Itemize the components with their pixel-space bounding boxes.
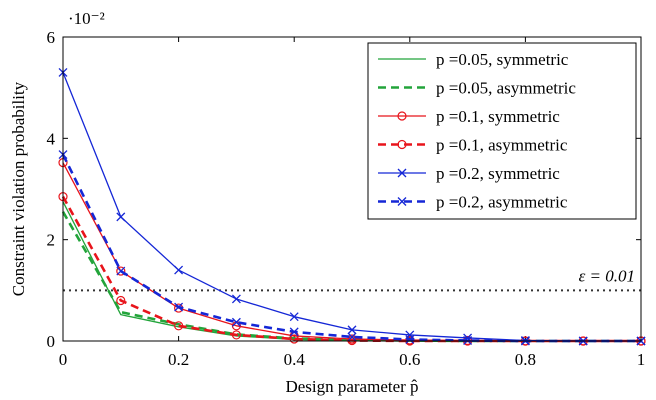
marker-stroke: [116, 266, 126, 276]
legend-label: p =0.2, symmetric: [436, 164, 560, 183]
threshold-label: ε = 0.01: [579, 266, 635, 285]
legend-entry: p =0.2, symmetric: [378, 164, 560, 183]
legend-marker: [397, 111, 407, 121]
legend-box: [367, 42, 637, 220]
data-point: [289, 327, 299, 337]
legend-entry: p =0.2, asymmetric: [378, 193, 568, 212]
legend-marker: [397, 168, 407, 178]
y-tick-label: 6: [47, 28, 56, 47]
data-point: [174, 265, 184, 275]
legend-label: p =0.05, asymmetric: [436, 79, 576, 98]
x-tick-label: 1: [637, 350, 646, 369]
series-1: [61, 211, 641, 343]
data-point: [347, 325, 357, 335]
data-point: [231, 317, 241, 327]
marker-stroke: [174, 265, 184, 275]
data-point: [405, 335, 415, 344]
marker-stroke: [347, 325, 357, 335]
data-point: [289, 312, 299, 322]
marker-stroke: [463, 336, 473, 345]
series-line: [61, 211, 641, 343]
y-tick-label: 4: [47, 129, 56, 148]
data-point: [289, 334, 299, 344]
legend-entry: p =0.1, asymmetric: [378, 136, 568, 155]
legend-entry: p =0.05, symmetric: [378, 50, 569, 69]
marker-stroke: [347, 332, 357, 342]
tick-labels: 0 0.2 0.4 0.6 0.8 1 0 2 4 6: [47, 28, 646, 369]
y-axis-label: Constraint violation probability: [9, 81, 28, 296]
marker-stroke: [397, 197, 407, 206]
legend-label: p =0.2, asymmetric: [436, 193, 568, 212]
x-tick-label: 0.2: [168, 350, 189, 369]
legend: p =0.05, symmetric p =0.05, asymmetric p =…: [367, 42, 637, 220]
x-tick-label: 0: [59, 350, 68, 369]
legend-label: p =0.1, asymmetric: [436, 136, 568, 155]
data-point: [116, 295, 126, 306]
data-point: [116, 266, 126, 276]
marker-stroke: [289, 312, 299, 322]
x-axis-label: Design parameter p̂: [285, 377, 418, 396]
data-point: [116, 266, 126, 276]
y-scale-label: ·10⁻²: [68, 9, 105, 28]
legend-entry: p =0.1, symmetric: [378, 107, 560, 126]
legend-label: p =0.05, symmetric: [436, 50, 569, 69]
data-point: [174, 302, 184, 312]
data-point: [347, 332, 357, 342]
marker-stroke: [116, 212, 126, 222]
x-tick-label: 0.8: [515, 350, 536, 369]
legend-marker: [397, 139, 407, 150]
legend-label: p =0.1, symmetric: [436, 107, 560, 126]
y-tick-label: 2: [47, 231, 56, 250]
x-tick-label: 0.4: [284, 350, 306, 369]
series-line: [62, 201, 641, 342]
marker-stroke: [231, 294, 241, 304]
data-point: [463, 336, 473, 345]
marker-stroke: [289, 327, 299, 337]
legend-marker: [397, 197, 407, 206]
y-tick-label: 0: [47, 332, 56, 351]
data-point: [231, 330, 241, 340]
legend-entry: p =0.05, asymmetric: [378, 79, 576, 98]
marker-stroke: [405, 335, 415, 344]
data-point: [174, 321, 184, 331]
data-point: [231, 294, 241, 304]
marker-stroke: [174, 302, 184, 312]
series-0: [62, 201, 641, 342]
plot-frame: [62, 36, 642, 342]
data-point: [116, 212, 126, 222]
series-line: [61, 153, 641, 343]
x-tick-label: 0.6: [399, 350, 420, 369]
marker-stroke: [397, 168, 407, 178]
marker-stroke: [231, 317, 241, 327]
